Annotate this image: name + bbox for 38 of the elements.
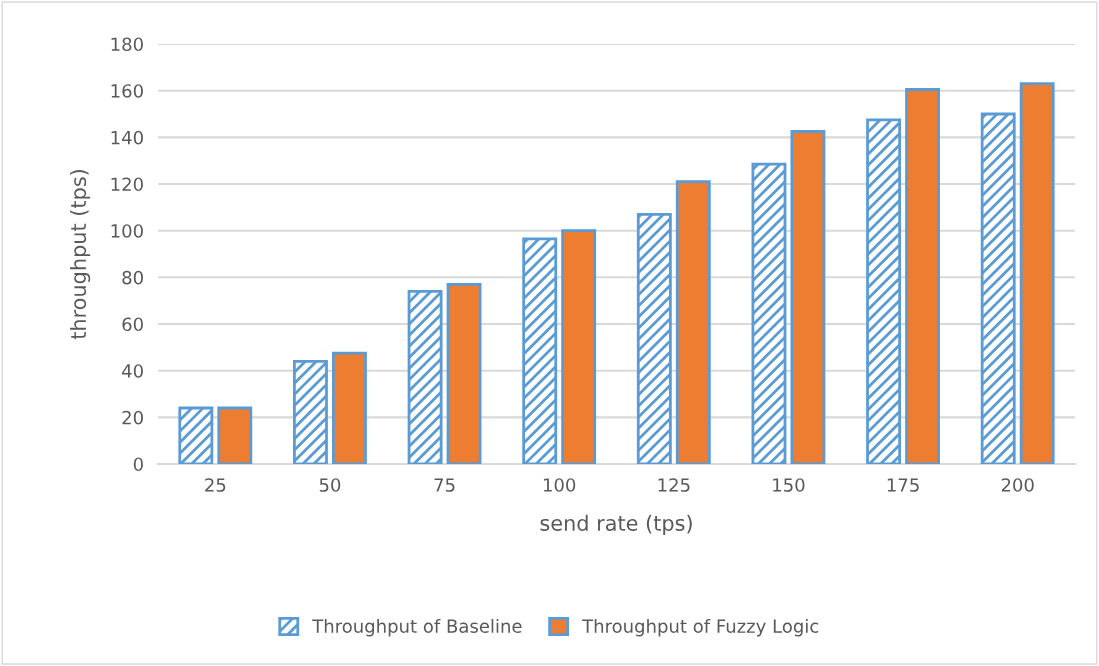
y-tick-label: 80	[122, 270, 143, 285]
y-tick-label: 0	[133, 457, 143, 472]
bar	[446, 282, 482, 464]
bar	[561, 229, 597, 464]
bar	[980, 112, 1016, 464]
x-tick-label: 200	[1001, 478, 1034, 492]
y-tick-label: 100	[111, 224, 143, 238]
x-tick-label: 75	[434, 478, 455, 492]
x-tick-label: 150	[773, 478, 805, 492]
bar	[407, 289, 443, 464]
y-tick-label: 180	[111, 37, 143, 52]
x-tick-label: 100	[543, 478, 576, 492]
x-tick-label: 25	[205, 478, 226, 492]
bar	[1019, 82, 1055, 464]
bar	[331, 351, 367, 464]
x-axis-title: send rate (tps)	[540, 514, 692, 535]
y-tick-label: 160	[111, 84, 143, 98]
bar	[790, 130, 826, 464]
legend-label: Throughput of Baseline	[312, 618, 522, 637]
y-tick-label: 120	[111, 177, 143, 192]
bar	[751, 162, 787, 464]
x-tick-label: 175	[887, 478, 919, 492]
bar	[178, 406, 214, 464]
x-tick-label: 125	[658, 478, 690, 492]
bar	[905, 88, 940, 464]
y-tick-label: 20	[122, 410, 143, 425]
bar	[293, 359, 328, 464]
y-axis-title: throughput (tps)	[70, 170, 91, 340]
legend-label: Throughput of Fuzzy Logic	[582, 618, 819, 637]
x-tick-label: 50	[319, 478, 341, 492]
bar	[217, 406, 253, 464]
bar	[522, 237, 558, 464]
y-tick-label: 40	[122, 364, 143, 378]
bar	[636, 212, 672, 464]
bar	[866, 118, 902, 464]
bar	[675, 180, 711, 464]
y-tick-label: 60	[122, 317, 143, 332]
y-tick-label: 140	[111, 130, 143, 145]
